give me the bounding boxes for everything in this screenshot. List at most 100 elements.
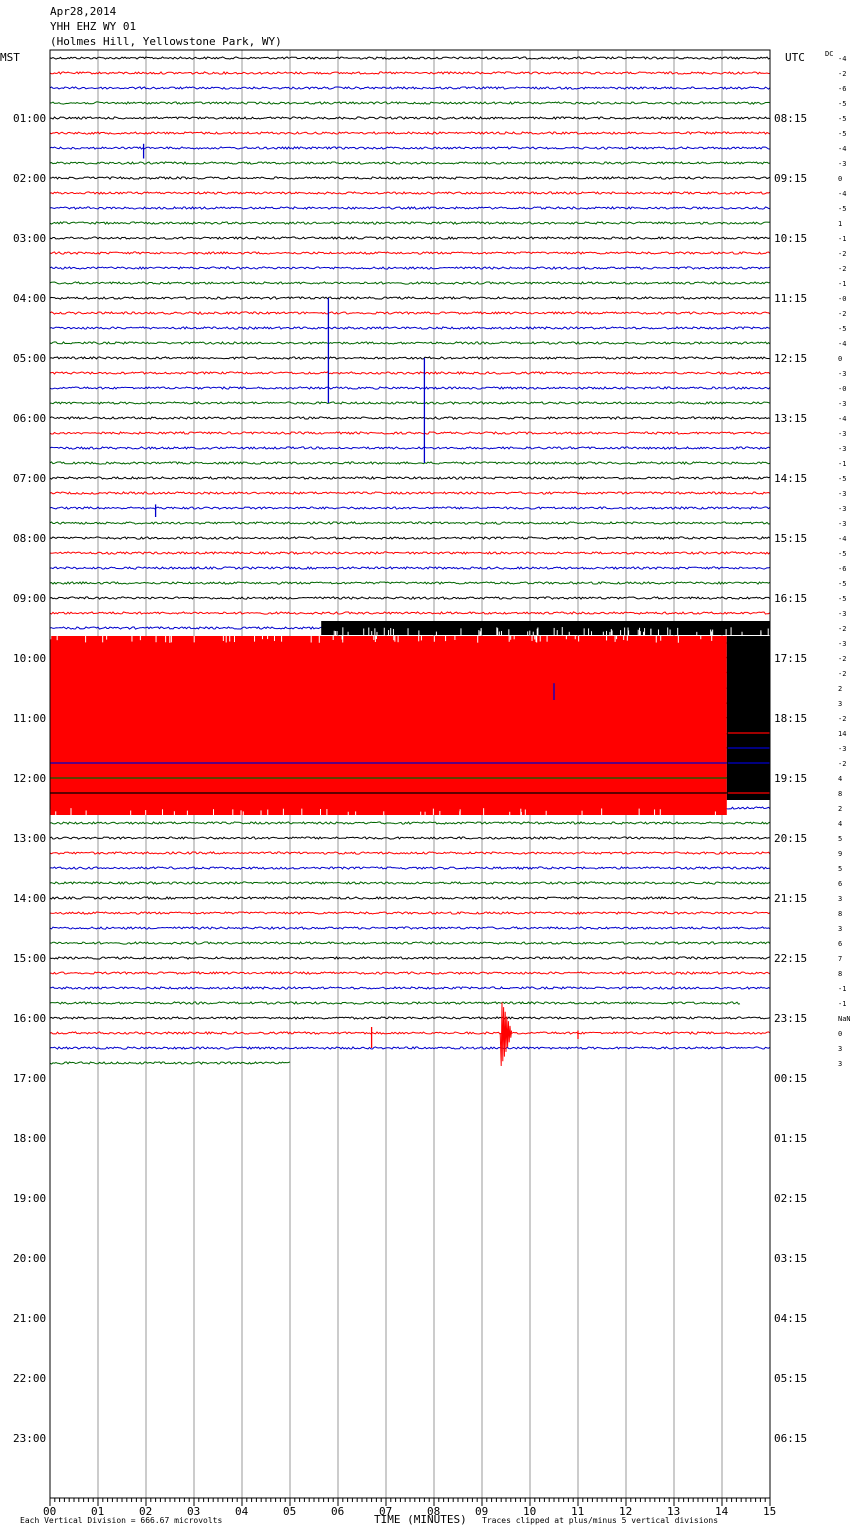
trace-line bbox=[49, 821, 771, 825]
trace-line bbox=[49, 221, 771, 225]
x-tick-label: 06 bbox=[331, 1505, 344, 1518]
trace-line bbox=[49, 476, 771, 480]
hour-label-utc: 00:15 bbox=[774, 1072, 807, 1085]
trace-line bbox=[50, 566, 771, 570]
axes bbox=[49, 49, 771, 1506]
clipped-trace-segment bbox=[321, 621, 770, 635]
dc-offset-label: 3 bbox=[838, 1060, 842, 1068]
trace-line bbox=[49, 146, 771, 150]
trace-line bbox=[49, 206, 771, 210]
hour-label-utc: 05:15 bbox=[774, 1372, 807, 1385]
hour-label-utc: 01:15 bbox=[774, 1132, 807, 1145]
x-tick-label: 00 bbox=[43, 1505, 56, 1518]
hour-label-utc: 02:15 bbox=[774, 1192, 807, 1205]
trace-line bbox=[49, 401, 771, 405]
plot-date: Apr28,2014 bbox=[50, 5, 117, 18]
trace-line bbox=[49, 251, 771, 255]
hour-label-mst: 14:00 bbox=[13, 892, 46, 905]
hour-label-mst: 03:00 bbox=[13, 232, 46, 245]
trace-line bbox=[49, 101, 771, 105]
trace-line bbox=[49, 446, 771, 450]
dc-offset-label: 2 bbox=[838, 685, 842, 693]
hour-label-mst: 23:00 bbox=[13, 1432, 46, 1445]
dc-offset-label: 0 bbox=[838, 355, 842, 363]
dc-offset-label: -3 bbox=[838, 160, 846, 168]
dc-offset-label: -2 bbox=[838, 655, 846, 663]
hour-label-utc: 11:15 bbox=[774, 292, 807, 305]
dc-offset-label: -3 bbox=[838, 640, 846, 648]
hour-label-utc: 15:15 bbox=[774, 532, 807, 545]
clip-note: Traces clipped at plus/minus 5 vertical … bbox=[482, 1516, 718, 1525]
dc-offset-label: -5 bbox=[838, 475, 846, 483]
dc-offset-label: -4 bbox=[838, 145, 846, 153]
dc-offset-label: -5 bbox=[838, 550, 846, 558]
trace-line bbox=[49, 371, 771, 375]
x-tick-label: 09 bbox=[475, 1505, 488, 1518]
clipped-block bbox=[49, 621, 770, 815]
trace-line bbox=[49, 1061, 291, 1065]
trace-line bbox=[49, 1016, 771, 1020]
dc-offset-label: -1 bbox=[838, 460, 846, 468]
x-tick-label: 05 bbox=[283, 1505, 296, 1518]
hour-label-mst: 07:00 bbox=[13, 472, 46, 485]
dc-offset-label: -3 bbox=[838, 370, 846, 378]
hour-label-utc: 20:15 bbox=[774, 832, 807, 845]
hour-label-mst: 19:00 bbox=[13, 1192, 46, 1205]
x-tick-label: 14 bbox=[715, 1505, 729, 1518]
trace-line bbox=[49, 956, 771, 960]
dc-offset-label: -2 bbox=[838, 70, 846, 78]
dc-offset-label: -5 bbox=[838, 325, 846, 333]
hour-label-mst: 05:00 bbox=[13, 352, 46, 365]
dc-offset-label: -3 bbox=[838, 490, 846, 498]
dc-offset-label: NaN bbox=[838, 1015, 850, 1023]
left-zone-label: MST bbox=[0, 51, 20, 64]
dc-offset-label: 9 bbox=[838, 850, 842, 858]
hour-label-utc: 04:15 bbox=[774, 1312, 807, 1325]
dc-offset-label: 6 bbox=[838, 880, 842, 888]
trace-line bbox=[49, 836, 771, 840]
hour-label-utc: 06:15 bbox=[774, 1432, 807, 1445]
scale-note: Each Vertical Division = 666.67 microvol… bbox=[20, 1516, 222, 1525]
dc-offset-label: -2 bbox=[838, 715, 846, 723]
hour-label-utc: 08:15 bbox=[774, 112, 807, 125]
hour-label-utc: 12:15 bbox=[774, 352, 807, 365]
dc-offset-label: -6 bbox=[838, 565, 846, 573]
trace-line bbox=[49, 896, 771, 900]
hour-label-mst: 12:00 bbox=[13, 772, 46, 785]
trace-line bbox=[49, 1031, 771, 1035]
dc-offset-label: 4 bbox=[838, 820, 842, 828]
hour-label-mst: 13:00 bbox=[13, 832, 46, 845]
dc-offset-label: -3 bbox=[838, 745, 846, 753]
dc-offset-label: -4 bbox=[838, 190, 846, 198]
hour-label-utc: 22:15 bbox=[774, 952, 807, 965]
dc-offset-label: -2 bbox=[838, 625, 846, 633]
dc-offset-label: 6 bbox=[838, 940, 842, 948]
dc-offset-label: -2 bbox=[838, 250, 846, 258]
hour-label-mst: 06:00 bbox=[13, 412, 46, 425]
dc-offset-label: 3 bbox=[838, 1045, 842, 1053]
trace-line bbox=[49, 116, 771, 120]
x-tick-label: 13 bbox=[667, 1505, 680, 1518]
dc-offset-label: -2 bbox=[838, 310, 846, 318]
dc-offset-label: 3 bbox=[838, 700, 842, 708]
hour-label-utc: 14:15 bbox=[774, 472, 807, 485]
clipped-block-black bbox=[726, 636, 770, 800]
dc-offset-label: 8 bbox=[838, 790, 842, 798]
dc-offset-label: -4 bbox=[838, 415, 846, 423]
plot-header: Apr28,2014 YHH EHZ WY 01 (Holmes Hill, Y… bbox=[50, 4, 282, 49]
dc-offset-label: -5 bbox=[838, 115, 846, 123]
seismic-events bbox=[142, 143, 579, 1067]
x-tick-label: 08 bbox=[427, 1505, 440, 1518]
hour-label-mst: 18:00 bbox=[13, 1132, 46, 1145]
trace-line bbox=[49, 866, 770, 870]
x-tick-label: 03 bbox=[187, 1505, 200, 1518]
dc-offset-label: 5 bbox=[838, 865, 842, 873]
x-tick-label: 07 bbox=[379, 1505, 392, 1518]
dc-offset-label: -1 bbox=[838, 235, 846, 243]
dc-offset-label: -6 bbox=[838, 85, 846, 93]
hour-label-mst: 21:00 bbox=[13, 1312, 46, 1325]
dc-offset-label: -3 bbox=[838, 400, 846, 408]
hour-label-utc: 18:15 bbox=[774, 712, 807, 725]
dc-offset-label: -3 bbox=[838, 610, 846, 618]
